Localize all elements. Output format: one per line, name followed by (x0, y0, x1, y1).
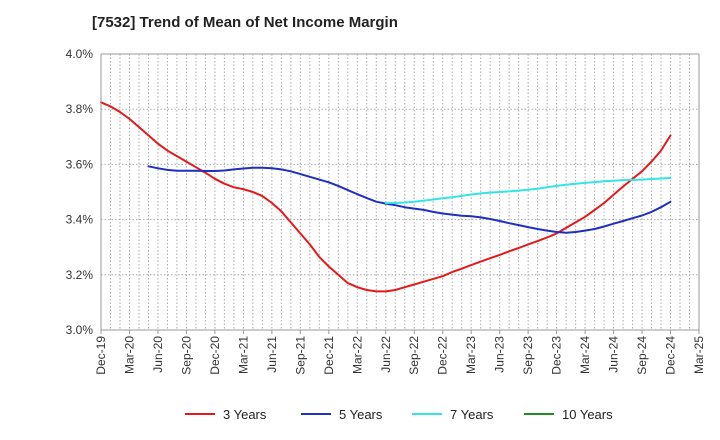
y-tick-label: 4.0% (66, 47, 94, 61)
x-tick-label: Jun-24 (607, 336, 621, 373)
x-tick-label: Jun-21 (265, 336, 279, 373)
x-tick-label: Sep-22 (407, 336, 421, 375)
x-tick-label: Mar-21 (236, 336, 250, 374)
x-tick-label: Jun-22 (379, 336, 393, 373)
y-tick-label: 3.4% (66, 213, 94, 227)
series-line-5-years (147, 165, 672, 234)
legend: 3 Years 5 Years 7 Years 10 Years (185, 407, 613, 422)
x-tick-label: Sep-24 (635, 336, 649, 375)
chart-title: [7532] Trend of Mean of Net Income Margi… (92, 14, 398, 31)
series-line-7-years (384, 176, 672, 204)
x-tick-label: Mar-23 (464, 336, 478, 374)
legend-label: 5 Years (339, 407, 383, 422)
series-line-3-years (100, 101, 672, 293)
x-tick-label: Dec-19 (94, 336, 108, 375)
legend-label: 7 Years (450, 407, 494, 422)
y-tick-label: 3.0% (66, 323, 94, 337)
x-tick-label: Jun-23 (493, 336, 507, 373)
x-tick-label: Mar-22 (350, 336, 364, 374)
x-tick-label: Dec-20 (208, 336, 222, 375)
legend-label: 3 Years (223, 407, 267, 422)
x-tick-label: Mar-24 (578, 336, 592, 374)
grid-layer (101, 54, 699, 330)
y-tick-label: 3.6% (66, 157, 94, 171)
x-tick-label: Jun-20 (151, 336, 165, 373)
x-tick-label: Dec-24 (664, 336, 678, 375)
x-axis-ticks: Dec-19 Mar-20 Jun-20 Sep-20 Dec-20 Mar-21 Jun-… (94, 330, 706, 375)
x-tick-label: Mar-25 (692, 336, 706, 374)
x-tick-label: Dec-22 (436, 336, 450, 375)
x-tick-label: Dec-23 (550, 336, 564, 375)
x-tick-label: Sep-21 (293, 336, 307, 375)
x-tick-label: Sep-23 (521, 336, 535, 375)
y-tick-label: 3.8% (66, 102, 94, 116)
x-tick-label: Sep-20 (179, 336, 193, 375)
series-layer (100, 101, 672, 293)
y-tick-label: 3.2% (66, 268, 94, 282)
legend-label: 10 Years (562, 407, 613, 422)
x-tick-label: Mar-20 (122, 336, 136, 374)
x-tick-label: Dec-21 (322, 336, 336, 375)
plot-frame (100, 53, 700, 331)
y-axis-ticks: 3.0% 3.2% 3.4% 3.6% 3.8% 4.0% (66, 47, 94, 337)
